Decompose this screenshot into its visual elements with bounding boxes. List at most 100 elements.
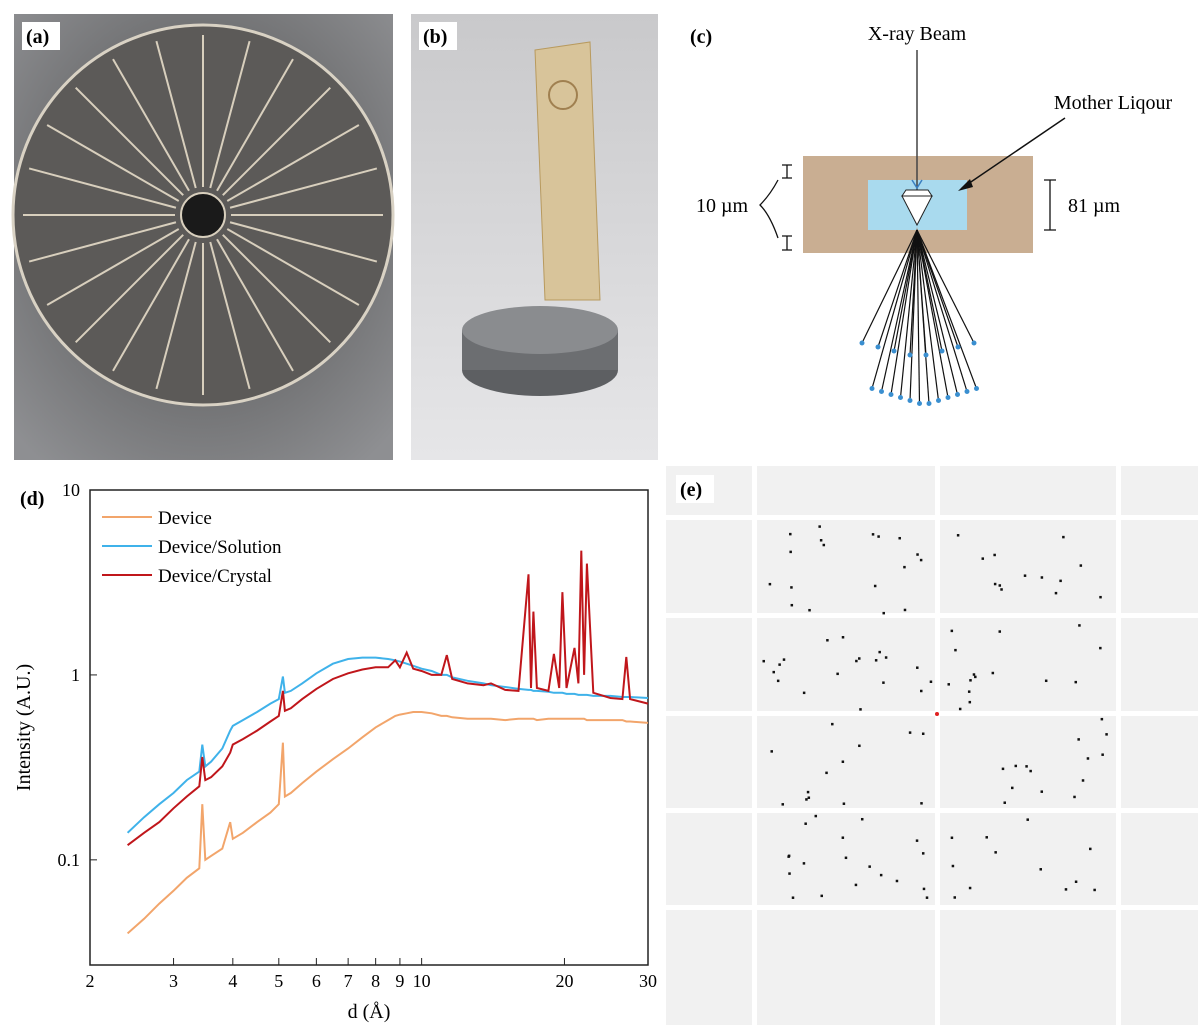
- spot: [952, 865, 955, 868]
- ray-spot: [940, 349, 945, 354]
- spot: [1003, 801, 1006, 804]
- spot: [843, 802, 846, 805]
- chart: 234567891020300.1110d (Å)Intensity (A.U.…: [13, 480, 657, 1023]
- spot: [805, 798, 808, 801]
- spot: [875, 659, 878, 662]
- module: [666, 520, 752, 613]
- spot: [920, 802, 923, 805]
- thickness-label: 10 µm: [696, 195, 749, 217]
- spot: [930, 680, 933, 683]
- figure: (a) (b) (c) X-ray Beam Mother Liqour 10 …: [0, 0, 1198, 1025]
- spot: [826, 639, 829, 642]
- spot: [787, 855, 790, 858]
- x-axis-label: d (Å): [348, 1001, 391, 1023]
- spot: [878, 651, 881, 654]
- spot: [803, 862, 806, 865]
- depth-bracket: [1044, 180, 1056, 230]
- spot: [868, 865, 871, 868]
- series-line: [128, 551, 648, 846]
- module: [940, 466, 1116, 515]
- spot: [858, 657, 861, 660]
- y-tick-label: 10: [62, 480, 80, 500]
- module: [757, 716, 935, 808]
- spot: [807, 791, 810, 794]
- x-tick-label: 5: [274, 971, 283, 991]
- spot: [920, 559, 923, 562]
- spot: [772, 671, 775, 674]
- spot: [923, 888, 926, 891]
- module: [666, 618, 752, 711]
- x-tick-label: 2: [86, 971, 95, 991]
- spot: [968, 690, 971, 693]
- spot: [789, 533, 792, 536]
- spot: [922, 733, 925, 736]
- module: [940, 520, 1116, 613]
- spot: [818, 525, 821, 528]
- module: [940, 716, 1116, 808]
- spot: [858, 745, 861, 748]
- module: [940, 813, 1116, 905]
- spot: [777, 680, 780, 683]
- x-tick-label: 3: [169, 971, 178, 991]
- module: [757, 910, 935, 1025]
- spot: [916, 666, 919, 669]
- spot: [877, 535, 880, 538]
- spot: [954, 896, 957, 899]
- spot: [954, 649, 957, 652]
- spot: [1041, 790, 1044, 793]
- x-tick-label: 7: [344, 971, 353, 991]
- spot: [845, 857, 848, 860]
- thickness-brackets: [760, 165, 792, 250]
- spot: [804, 822, 807, 825]
- module: [757, 466, 935, 515]
- spot: [820, 895, 823, 898]
- spot: [974, 676, 977, 679]
- spot: [1082, 779, 1085, 782]
- spot: [792, 896, 795, 899]
- ray-spot: [889, 392, 894, 397]
- spot: [999, 630, 1002, 633]
- series-line: [128, 712, 648, 933]
- depth-label: 81 µm: [1068, 195, 1121, 217]
- spot: [872, 533, 875, 536]
- module: [757, 618, 935, 711]
- spot: [880, 874, 883, 877]
- ray-spot: [974, 386, 979, 391]
- x-tick-label: 20: [555, 971, 573, 991]
- spot: [1045, 680, 1048, 683]
- module: [1121, 910, 1198, 1025]
- spot: [922, 852, 925, 855]
- spot: [789, 551, 792, 554]
- spot: [1099, 647, 1102, 650]
- ray-spot: [972, 341, 977, 346]
- ray-spot: [946, 395, 951, 400]
- ray-spot: [965, 389, 970, 394]
- spot: [916, 553, 919, 556]
- x-tick-label: 4: [228, 971, 237, 991]
- ray-spot: [892, 349, 897, 354]
- spot: [1026, 818, 1029, 821]
- spot: [994, 851, 997, 854]
- ray-spot: [879, 389, 884, 394]
- x-tick-label: 6: [312, 971, 321, 991]
- panel-label: (a): [26, 26, 49, 48]
- spot: [1059, 580, 1062, 583]
- module: [666, 716, 752, 808]
- spot: [874, 585, 877, 588]
- spot: [1078, 624, 1081, 627]
- spot: [1073, 796, 1076, 799]
- spot: [985, 836, 988, 839]
- beam-label: X-ray Beam: [868, 23, 967, 45]
- ray-spot: [955, 392, 960, 397]
- hub: [181, 193, 225, 237]
- spot: [842, 760, 845, 763]
- spot: [1055, 592, 1058, 595]
- spot: [926, 896, 929, 899]
- ray: [917, 230, 939, 401]
- y-tick-label: 1: [71, 665, 80, 685]
- y-tick-label: 0.1: [58, 850, 81, 870]
- spot: [951, 630, 954, 633]
- spot: [1025, 765, 1028, 768]
- spot: [782, 803, 785, 806]
- panel-label: (c): [690, 26, 712, 48]
